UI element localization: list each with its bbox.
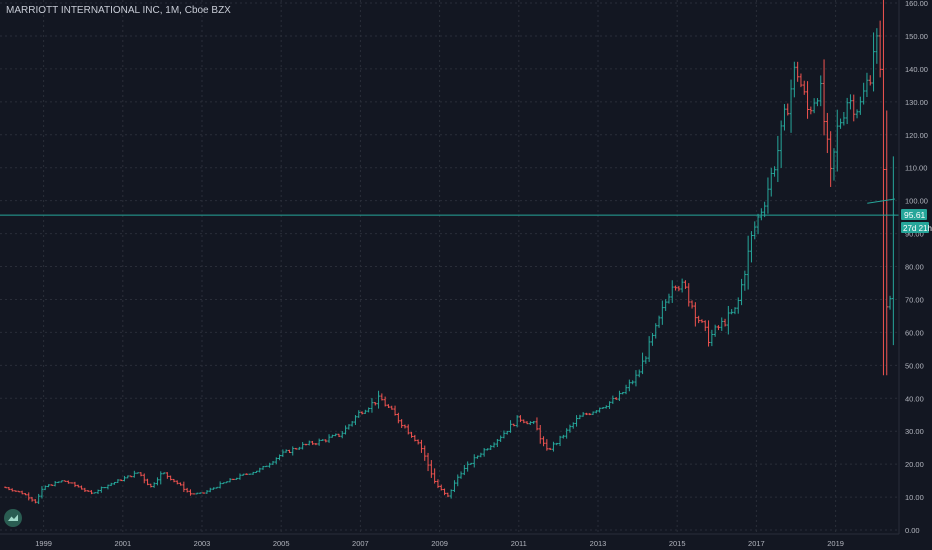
x-tick-label: 1999 — [35, 539, 52, 548]
countdown-tag: 27d 21h — [903, 224, 932, 233]
x-tick-label: 2003 — [194, 539, 211, 548]
y-tick-label: 20.00 — [905, 460, 924, 469]
y-tick-label: 90.00 — [905, 230, 924, 239]
y-tick-label: 0.00 — [905, 526, 920, 535]
x-tick-label: 2019 — [827, 539, 844, 548]
grid-layer — [0, 0, 899, 534]
label-layer: 95.61 27d 21h — [901, 209, 932, 233]
chart-title: MARRIOTT INTERNATIONAL INC, 1M, Cboe BZX — [6, 5, 231, 16]
x-tick-label: 2013 — [590, 539, 607, 548]
y-tick-label: 100.00 — [905, 197, 928, 206]
y-tick-label: 130.00 — [905, 98, 928, 107]
x-tick-label: 2015 — [669, 539, 686, 548]
y-tick-label: 120.00 — [905, 131, 928, 140]
x-tick-label: 2011 — [511, 539, 527, 548]
y-tick-label: 150.00 — [905, 32, 928, 41]
x-tick-label: 2001 — [114, 539, 131, 548]
x-tick-label: 2005 — [273, 539, 290, 548]
tradingview-logo-icon[interactable] — [4, 509, 22, 527]
y-tick-label: 30.00 — [905, 427, 924, 436]
countdown-tag-bg — [901, 222, 929, 233]
x-tick-label: 2017 — [748, 539, 765, 548]
last-price-tag: 95.61 — [904, 210, 926, 220]
x-tick-label: 2009 — [431, 539, 448, 548]
y-tick-label: 50.00 — [905, 361, 924, 370]
last-price-tag-bg — [901, 209, 927, 220]
y-tick-label: 60.00 — [905, 328, 924, 337]
lines-layer — [0, 198, 899, 216]
bars-layer — [4, 0, 895, 505]
trend-line — [867, 198, 896, 204]
y-tick-label: 80.00 — [905, 263, 924, 272]
y-tick-label: 160.00 — [905, 0, 928, 8]
y-tick-label: 70.00 — [905, 295, 924, 304]
x-tick-label: 2007 — [352, 539, 369, 548]
y-tick-label: 140.00 — [905, 65, 928, 74]
y-tick-label: 40.00 — [905, 394, 924, 403]
y-tick-label: 10.00 — [905, 493, 924, 502]
y-tick-label: 110.00 — [905, 164, 927, 173]
